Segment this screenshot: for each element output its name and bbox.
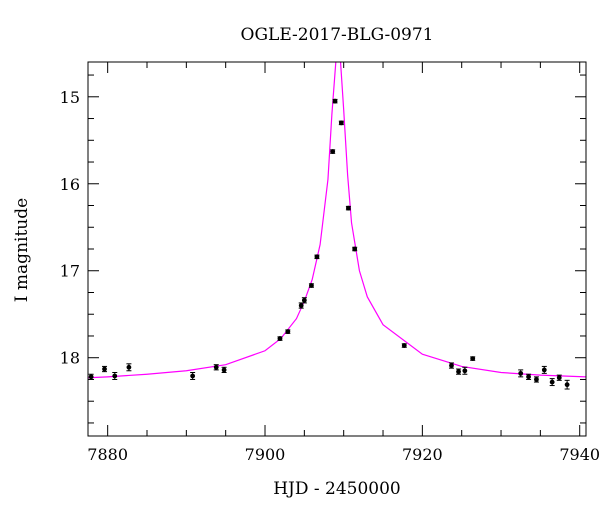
data-point [448, 362, 454, 369]
data-point [285, 329, 291, 335]
axis-ticks [88, 62, 586, 436]
data-point [277, 336, 283, 341]
data-point [456, 368, 462, 375]
model-curve [88, 62, 586, 379]
data-point [221, 366, 227, 374]
data-point [298, 302, 304, 309]
data-point [126, 363, 132, 372]
data-point [564, 379, 570, 390]
data-point [462, 366, 468, 375]
data-point [332, 98, 338, 104]
data-point [213, 364, 219, 371]
data-point [518, 369, 524, 378]
chart-title: OGLE-2017-BLG-0971 [241, 25, 434, 45]
axis-tick-labels: 7880 7900 7920 7940 15 16 17 18 [60, 88, 600, 464]
data-point [308, 283, 314, 288]
data-points [88, 98, 570, 390]
y-axis-label: I magnitude [12, 198, 32, 302]
data-point [345, 205, 351, 211]
x-tick-label: 7900 [245, 445, 286, 464]
data-point [352, 246, 358, 252]
x-tick-label: 7940 [559, 445, 600, 464]
data-point [401, 343, 407, 348]
x-tick-label: 7880 [87, 445, 128, 464]
x-axis-label: HJD - 2450000 [273, 479, 401, 499]
data-point [556, 374, 562, 381]
data-point [549, 378, 555, 387]
data-point [88, 373, 94, 380]
y-tick-label: 15 [60, 88, 80, 107]
data-point [338, 120, 344, 126]
y-tick-label: 17 [60, 262, 80, 281]
data-point [112, 372, 118, 380]
x-tick-label: 7920 [402, 445, 443, 464]
data-point [190, 372, 196, 380]
data-point [541, 365, 547, 374]
data-point [330, 149, 336, 154]
data-point [301, 297, 307, 304]
data-point [470, 356, 476, 361]
data-point [533, 376, 539, 383]
data-point [314, 254, 320, 260]
plot-frame [87, 61, 587, 437]
y-tick-label: 16 [60, 175, 80, 194]
data-point [102, 365, 108, 373]
y-tick-label: 18 [60, 349, 80, 368]
data-point [526, 373, 532, 380]
